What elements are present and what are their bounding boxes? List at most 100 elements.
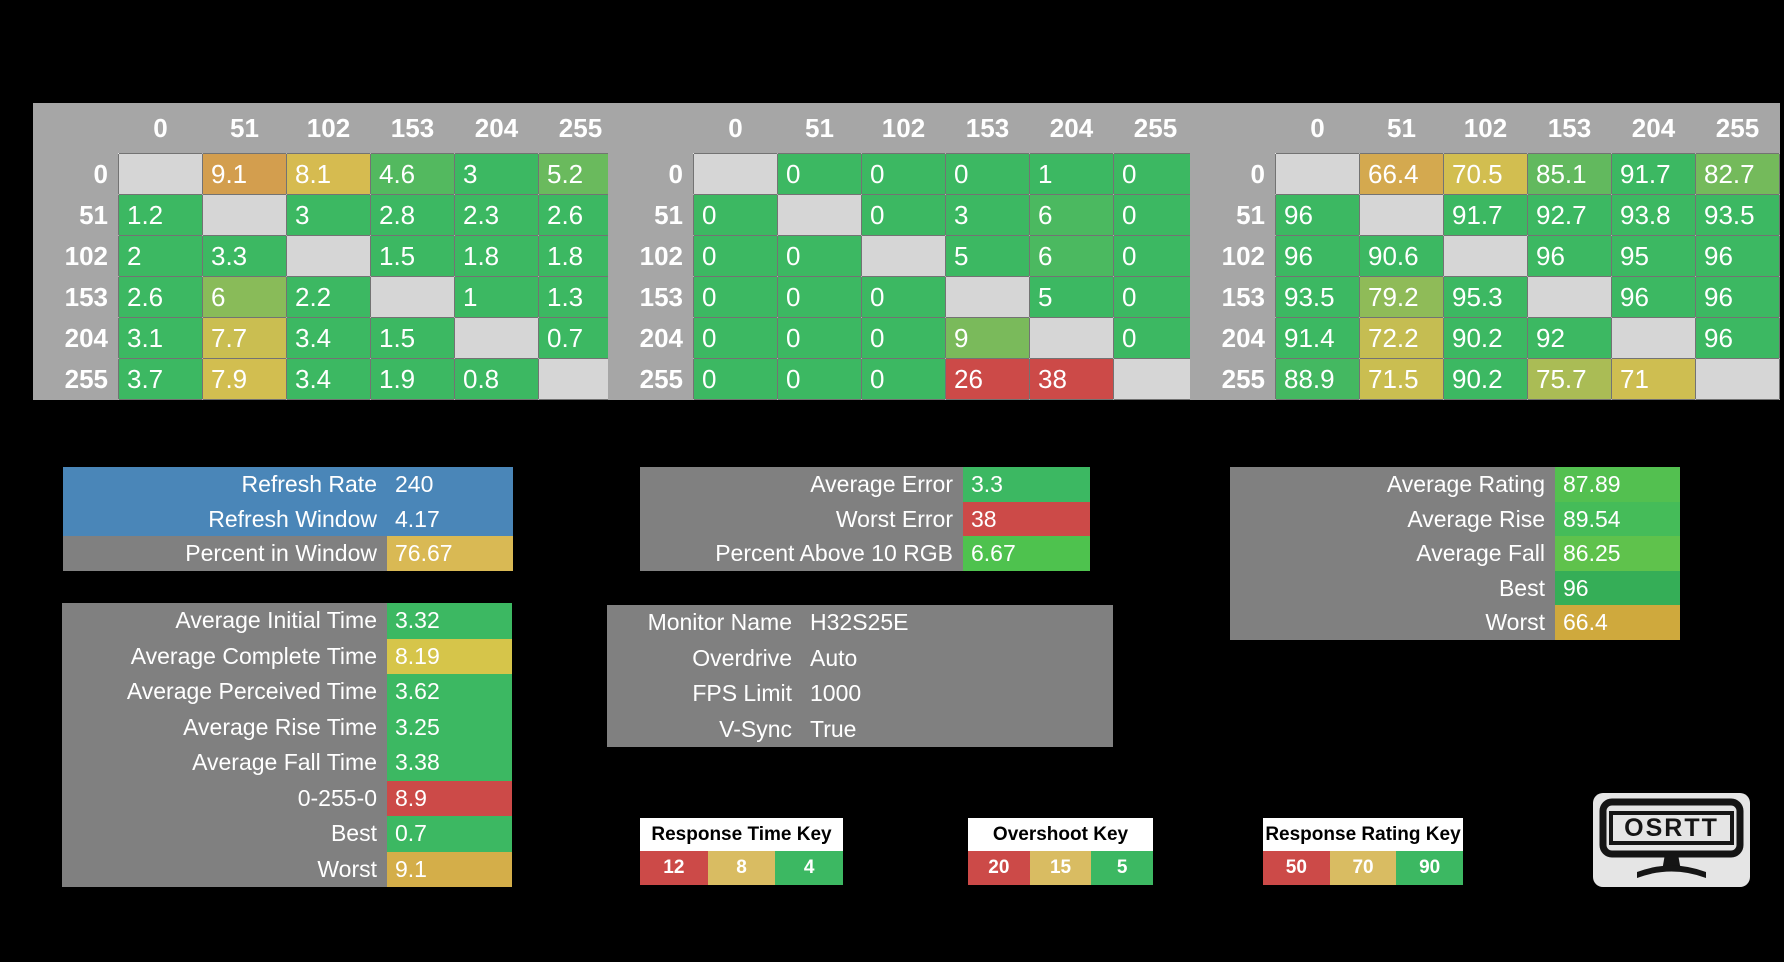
stat-label: FPS Limit <box>692 680 792 706</box>
heatmap-cell <box>370 276 455 318</box>
stat-row: 0-255-0 8.9 <box>62 780 512 816</box>
heatmap-cell <box>1029 317 1114 359</box>
stat-value: 89.54 <box>1555 501 1680 536</box>
heatmap-cell: 0 <box>1113 194 1198 236</box>
heatmap-cell: 0 <box>693 235 778 277</box>
heatmap-cell <box>777 194 862 236</box>
stat-row: Average Rise 89.54 <box>1230 501 1680 536</box>
heatmap-cell: 7.9 <box>202 358 287 400</box>
heatmap-cell: 5 <box>1029 276 1114 318</box>
legend-cell: 4 <box>775 851 844 885</box>
table-row: 153 2.6 6 2.2 1 1.3 <box>33 276 623 318</box>
heatmap-cell <box>1275 153 1360 195</box>
heatmap-cell: 38 <box>1029 358 1114 400</box>
heatmap-cell: 96 <box>1527 235 1612 277</box>
panel-monitor: Monitor Name H32S25E Overdrive Auto FPS Limi… <box>607 605 1113 747</box>
table-corner <box>1190 103 1276 154</box>
stat-label: Average Complete Time <box>130 642 377 669</box>
legend-cell: 90 <box>1396 851 1464 885</box>
osrtt-logo: OSRTT <box>1593 793 1750 887</box>
legend-overshoot-key: Overshoot Key 20 15 5 <box>968 818 1154 885</box>
logo-background <box>1593 793 1750 887</box>
stat-row: Best 0.7 <box>62 816 512 852</box>
stat-row: Average Perceived Time 3.62 <box>62 674 512 710</box>
table-row: 51 0 0 3 6 0 <box>608 194 1198 236</box>
table-row: 102 2 3.3 1.5 1.8 1.8 <box>33 235 623 277</box>
table-row: 255 3.7 7.9 3.4 1.9 0.8 <box>33 358 623 400</box>
heatmap-cell: 0 <box>693 317 778 359</box>
stat-label: Monitor Name <box>647 609 792 635</box>
heatmap-cell: 71 <box>1611 358 1696 400</box>
row-header: 102 <box>1190 235 1276 277</box>
row-header: 204 <box>608 317 694 359</box>
stat-value: 9.1 <box>387 851 512 887</box>
col-header: 51 <box>202 103 287 154</box>
heatmap-cell: 0 <box>693 194 778 236</box>
table-row: 51 96 91.7 92.7 93.8 93.5 <box>1190 194 1780 236</box>
heatmap-cell <box>861 235 946 277</box>
heatmap-cell: 3.4 <box>286 358 371 400</box>
stat-row: Refresh Window 4.17 <box>63 501 513 536</box>
stat-label: Percent in Window <box>185 540 377 566</box>
col-header: 0 <box>1275 103 1360 154</box>
heatmap-cell <box>1695 358 1780 400</box>
stat-value: 38 <box>963 501 1090 536</box>
stat-row: Worst 9.1 <box>62 851 512 887</box>
stat-value: True <box>810 715 857 742</box>
heatmap-cell: 82.7 <box>1695 153 1780 195</box>
heatmap-cell: 0.8 <box>454 358 539 400</box>
panel-times: Average Initial Time 3.32 Average Complete… <box>62 603 512 887</box>
heatmap-cell: 0 <box>693 358 778 400</box>
stat-row: Percent in Window 76.67 <box>63 536 513 571</box>
stat-value: 0.7 <box>387 816 512 852</box>
table-response-rating: 0 51 102 153 204 255 0 66.4 70.5 85.1 91.7 82.7 51 96… <box>1190 103 1780 400</box>
stat-label: Average Error <box>810 471 953 497</box>
stat-row: Refresh Rate 240 <box>63 467 513 502</box>
col-header: 153 <box>945 103 1030 154</box>
stat-value: 240 <box>395 471 434 497</box>
stat-label: Percent Above 10 RGB <box>715 540 953 566</box>
osrtt-logo-text: OSRTT <box>1624 814 1719 842</box>
row-header: 204 <box>33 317 119 359</box>
stat-row: Average Rise Time 3.25 <box>62 709 512 745</box>
heatmap-cell: 1.5 <box>370 235 455 277</box>
stat-value: 86.25 <box>1555 536 1680 571</box>
stat-label: Best <box>1498 574 1545 601</box>
row-header: 255 <box>1190 358 1276 400</box>
stat-label: Worst Error <box>835 505 953 532</box>
heatmap-cell: 96 <box>1695 276 1780 318</box>
heatmap-cell: 95.3 <box>1443 276 1528 318</box>
heatmap-cell: 0 <box>777 153 862 195</box>
table-row: 204 3.1 7.7 3.4 1.5 0.7 <box>33 317 623 359</box>
heatmap-cell: 85.1 <box>1527 153 1612 195</box>
row-header: 51 <box>1190 194 1276 236</box>
heatmap-cell <box>202 194 287 236</box>
heatmap-cell: 2.3 <box>454 194 539 236</box>
stat-value: 96 <box>1555 570 1680 605</box>
table-response-times: 0 51 102 153 204 255 0 9.1 8.1 4.6 3 5.2 51 1.2 3 2.8 2.… <box>33 103 623 400</box>
stat-row: Average Fall Time 3.38 <box>62 745 512 781</box>
heatmap-cell: 1.5 <box>370 317 455 359</box>
table-row: 204 91.4 72.2 90.2 92 96 <box>1190 317 1780 359</box>
heatmap-cell: 0 <box>861 276 946 318</box>
heatmap-cell: 1.2 <box>118 194 203 236</box>
heatmap-cell: 0 <box>777 276 862 318</box>
col-header: 204 <box>454 103 539 154</box>
col-header: 102 <box>286 103 371 154</box>
table-row: 51 1.2 3 2.8 2.3 2.6 <box>33 194 623 236</box>
heatmap-cell: 93.5 <box>1695 194 1780 236</box>
legend-cell: 5 <box>1091 851 1154 885</box>
stat-value: 3.3 <box>963 467 1090 502</box>
heatmap-cell: 3.4 <box>286 317 371 359</box>
stat-value: 4.17 <box>395 505 440 532</box>
col-header: 51 <box>1359 103 1444 154</box>
panel-refresh: Refresh Rate 240 Refresh Window 4.17 Percent… <box>63 467 513 571</box>
stat-row: Worst 66.4 <box>1230 605 1680 640</box>
stat-value: 76.67 <box>387 536 513 571</box>
col-header: 102 <box>861 103 946 154</box>
row-header: 0 <box>608 153 694 195</box>
heatmap-cell: 91.7 <box>1443 194 1528 236</box>
heatmap-cell: 1 <box>454 276 539 318</box>
stat-value: 87.89 <box>1555 467 1680 502</box>
